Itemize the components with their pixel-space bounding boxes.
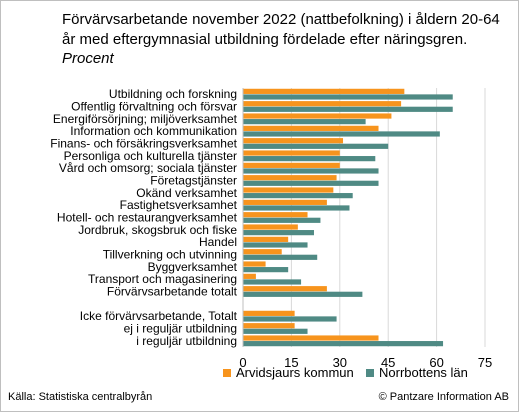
bar-series1-cat15: [243, 279, 302, 285]
x-tick-label-1: 15: [284, 355, 298, 370]
bar-series1-cat6: [243, 168, 379, 174]
bar-series0-cat3: [243, 125, 379, 131]
bar-series1-cat20: [243, 341, 444, 347]
bar-series0-cat20: [243, 335, 379, 341]
category-label-10: Hotell- och restaurangverksamhet: [57, 211, 238, 225]
legend-swatch-0: [223, 369, 231, 377]
category-label-6: Vård och omsorg; sociala tjänster: [59, 161, 237, 175]
bar-series0-cat15: [243, 273, 256, 279]
copyright-label: © Pantzare Information AB: [378, 391, 509, 403]
chart-title: Förvärvsarbetande november 2022 (nattbef…: [62, 10, 502, 69]
bar-series1-cat8: [243, 193, 353, 199]
bar-series1-cat18: [243, 316, 337, 322]
category-label-13: Tillverkning och utvinning: [103, 248, 237, 262]
bar-series1-cat9: [243, 205, 350, 211]
category-label-5: Personliga och kulturella tjänster: [64, 149, 237, 163]
category-label-20: i reguljär utbildning: [136, 334, 237, 348]
category-label-3: Information och kommunikation: [70, 124, 237, 138]
legend-label-0: Arvidsjaurs kommun: [236, 365, 354, 380]
bar-series0-cat13: [243, 249, 282, 255]
bar-series0-cat19: [243, 323, 295, 329]
legend-swatch-1: [366, 369, 374, 377]
bar-series1-cat4: [243, 143, 389, 149]
bar-series1-cat5: [243, 156, 376, 162]
bar-series0-cat12: [243, 236, 289, 242]
category-label-18: Icke förvärvsarbetande, Totalt: [80, 309, 238, 323]
category-label-19: ej i reguljär utbildning: [124, 322, 237, 336]
chart-title-main: Förvärvsarbetande november 2022 (nattbef…: [62, 11, 500, 48]
x-tick-label-0: 0: [239, 355, 246, 370]
bar-series0-cat16: [243, 286, 327, 292]
x-tick-label-2: 30: [333, 355, 347, 370]
bar-series1-cat1: [243, 106, 453, 112]
bar-series0-cat7: [243, 175, 337, 181]
bar-series1-cat3: [243, 131, 440, 137]
bar-series0-cat18: [243, 310, 295, 316]
category-label-1: Offentlig förvaltning och försvar: [71, 100, 237, 114]
x-tick-label-5: 75: [478, 355, 492, 370]
category-label-8: Okänd verksamhet: [136, 186, 237, 200]
category-label-12: Handel: [199, 235, 237, 249]
bar-series0-cat11: [243, 224, 298, 230]
bar-series0-cat9: [243, 199, 327, 205]
category-label-9: Fastighetsverksamhet: [120, 198, 238, 212]
bar-series0-cat0: [243, 88, 405, 94]
category-label-2: Energiförsörjning; miljöverksamhet: [53, 112, 238, 126]
bar-series0-cat1: [243, 101, 402, 107]
bar-series1-cat12: [243, 242, 308, 248]
bar-series1-cat16: [243, 291, 363, 297]
category-label-16: Förvärvsarbetande totalt: [107, 285, 238, 299]
x-tick-label-3: 45: [381, 355, 395, 370]
bar-series0-cat8: [243, 187, 334, 193]
legend-label-1: Norrbottens län: [379, 365, 468, 380]
x-tick-label-4: 60: [429, 355, 443, 370]
bar-series1-cat19: [243, 328, 308, 334]
bar-series1-cat2: [243, 119, 366, 125]
source-label: Källa: Statistiska centralbyrån: [8, 391, 153, 403]
category-label-11: Jordbruk, skogsbruk och fiske: [78, 223, 237, 237]
bar-series0-cat5: [243, 150, 340, 156]
bar-series0-cat14: [243, 261, 266, 267]
bar-series1-cat0: [243, 94, 453, 100]
bar-series1-cat13: [243, 254, 318, 260]
bar-series1-cat14: [243, 267, 289, 273]
chart-title-unit: Procent: [62, 50, 114, 67]
bar-series1-cat7: [243, 180, 379, 186]
category-label-15: Transport och magasinering: [88, 272, 237, 286]
bar-series0-cat10: [243, 212, 308, 218]
bar-series0-cat2: [243, 113, 392, 119]
bar-series0-cat4: [243, 138, 344, 144]
bar-series0-cat6: [243, 162, 340, 168]
bar-series1-cat10: [243, 217, 321, 223]
category-label-4: Finans- och försäkringsverksamhet: [50, 137, 237, 151]
category-label-7: Företagstjänster: [150, 174, 237, 188]
category-label-0: Utbildning och forskning: [109, 87, 237, 101]
bar-series1-cat11: [243, 230, 314, 236]
category-label-14: Byggverksamhet: [148, 260, 238, 274]
